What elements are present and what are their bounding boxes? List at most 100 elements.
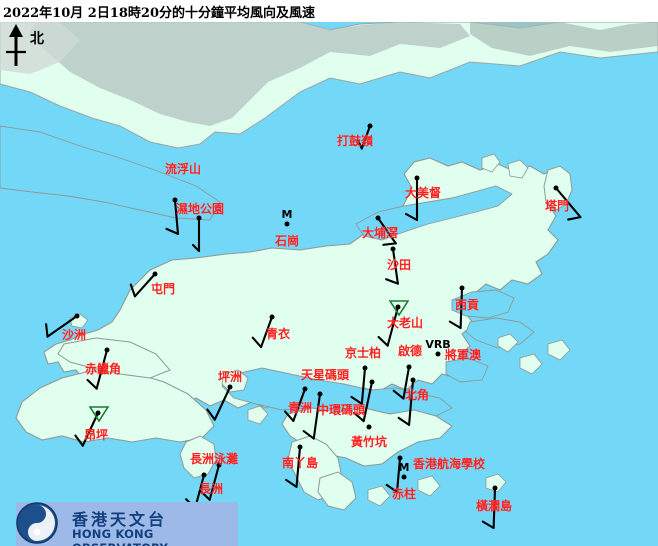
station-marker-dot (104, 347, 110, 353)
station-label: 流浮山 (164, 162, 202, 176)
station-marker-dot (317, 391, 323, 397)
station-label: 沙洲 (61, 328, 87, 342)
wind-barb-layer (45, 124, 582, 530)
station-marker-dot (553, 185, 559, 191)
wind-barb (377, 305, 400, 347)
station-label: 沙田 (386, 258, 412, 272)
station-label: 西貢 (454, 298, 480, 312)
wind-barb (554, 186, 582, 221)
hko-logo-name-cn: 香港天文台 (72, 510, 168, 529)
wind-barb (191, 216, 201, 253)
station-tag-m: M (281, 208, 293, 221)
wind-barb (350, 366, 367, 405)
hei-ling-chau-islet (247, 405, 269, 425)
station-label: 坪洲 (217, 370, 243, 384)
hko-logo: 香港天文台 HONG KONG OBSERVATORY (16, 502, 238, 546)
station-marker-dot (152, 271, 158, 277)
ne-islet-b (481, 153, 501, 173)
station-marker-dot (390, 246, 396, 252)
wind-barb (404, 176, 419, 222)
wind-barb (199, 463, 221, 501)
eastern-islet-c (497, 333, 519, 353)
station-label: 大埔滘 (361, 226, 399, 240)
wind-barb (357, 124, 372, 150)
page-title: 2022年10月 2日18時20分的十分鐘平均風向及風速 (3, 6, 316, 21)
station-marker-dot (414, 175, 420, 181)
station-marker-dot (297, 444, 303, 450)
cheung-chau-island (179, 435, 217, 479)
po-toi-islet (417, 475, 441, 497)
station-marker-dot (401, 474, 407, 480)
station-marker-dot (395, 304, 401, 310)
ne-islet-a (507, 159, 529, 179)
station-marker-dot (366, 424, 372, 430)
north-arrow-icon (6, 24, 26, 66)
station-label: 南丫島 (281, 456, 319, 470)
station-label: 青衣 (265, 327, 291, 341)
wind-barb (129, 272, 157, 298)
station-marker-dot (397, 455, 403, 461)
station-marker-dot (362, 365, 368, 371)
station-tag-vrb: VRB (425, 338, 451, 351)
station-marker-dot (375, 215, 381, 221)
wind-barb (397, 378, 415, 426)
wind-barb (284, 387, 307, 422)
deep-bay-water (0, 125, 221, 221)
station-marker-dot (435, 351, 441, 357)
wind-barb (285, 445, 302, 488)
wind-barb (448, 286, 464, 330)
eastern-islet-a (519, 353, 543, 375)
junk-bay-water (445, 357, 489, 383)
station-marker-dot (196, 215, 202, 221)
station-label: 大美督 (404, 186, 442, 200)
map-canvas[interactable]: 流浮山 濕地公園 打鼓嶺 M 石崗 大美督 塔門 大埔滘 沙田 屯門 西貢 大老山 青衣 沙洲 赤鱲角 京士柏… (0, 22, 658, 546)
station-marker-dot (406, 364, 412, 370)
station-label: 長洲泳灘 (189, 452, 239, 466)
north-label: 北 (30, 31, 44, 47)
station-marker-dot (172, 197, 178, 203)
station-marker-dot (74, 313, 80, 319)
station-label: 橫瀾島 (475, 499, 513, 513)
station-label: 青洲 (287, 401, 313, 415)
station-label: 昂坪 (83, 428, 109, 442)
coastline-layer (0, 22, 658, 511)
wind-barb (481, 486, 497, 530)
sai-kung-water (451, 289, 515, 319)
hko-swirl-logo-icon (16, 502, 58, 544)
wind-barb (385, 247, 399, 285)
wind-barb (251, 315, 274, 349)
station-marker-dot (201, 472, 207, 478)
mainland-urban-patch (30, 22, 470, 126)
eastern-islet-b (547, 339, 571, 361)
station-marker-dot (95, 410, 101, 416)
station-label: 香港航海學校 (412, 457, 486, 471)
wind-barb (45, 314, 79, 338)
station-label: 屯門 (150, 282, 176, 296)
wind-barb (376, 216, 397, 246)
station-label: 中環碼頭 (316, 403, 366, 417)
title-bar: 2022年10月 2日18時20分的十分鐘平均風向及風速 (0, 0, 658, 22)
wind-barb (302, 392, 322, 440)
station-marker-dot (459, 285, 465, 291)
station-marker-dot (284, 221, 290, 227)
wind-barb (392, 365, 411, 400)
wind-barb (86, 348, 109, 390)
station-label: 打鼓嶺 (336, 134, 374, 148)
station-label: 赤柱 (391, 487, 417, 501)
station-marker-dot (369, 379, 375, 385)
station-marker-dot (410, 377, 416, 383)
station-label: 長洲 (198, 482, 224, 496)
station-marker-dot (492, 485, 498, 491)
station-marker-dot (216, 462, 222, 468)
wind-barb (353, 380, 374, 423)
wind-barb (385, 456, 402, 493)
wind-barb (206, 385, 232, 421)
station-marker-dot (227, 384, 233, 390)
mainland-urban-patch-3 (470, 22, 658, 56)
station-label: 濕地公園 (175, 202, 225, 216)
station-label: 啟德 (397, 344, 423, 358)
southern-islet-a (367, 485, 391, 507)
station-marker-dot (269, 314, 275, 320)
station-tag-m: M (398, 461, 410, 474)
